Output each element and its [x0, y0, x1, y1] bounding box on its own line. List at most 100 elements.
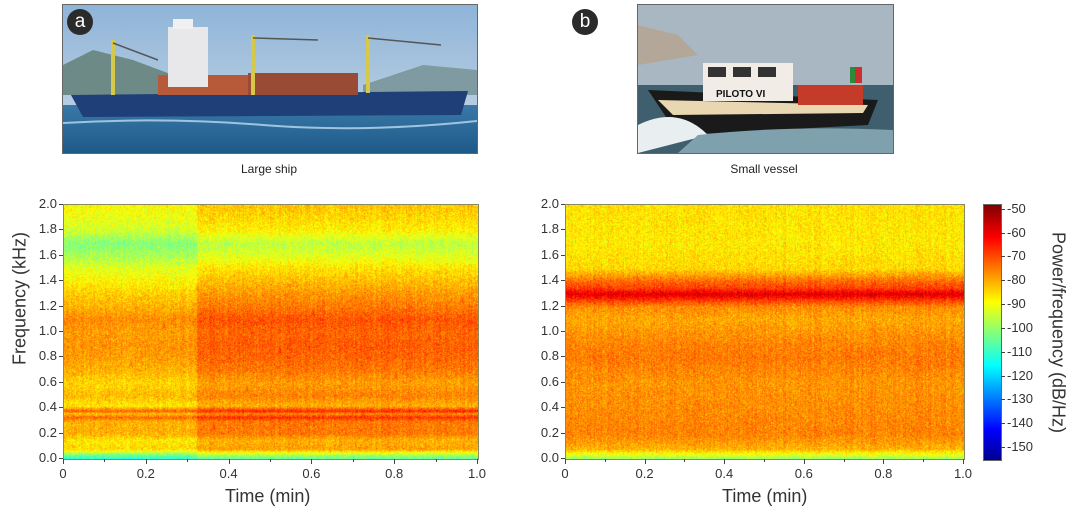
x-tick-mark [104, 459, 106, 462]
colorbar-tick-label: -60 [1007, 224, 1026, 240]
y-tick-mark [59, 356, 63, 358]
x-tick-label: 0.4 [219, 466, 238, 481]
y-tick-mark [561, 305, 565, 307]
x-tick-mark [187, 459, 189, 462]
panel-badge-b: b [572, 9, 598, 35]
y-tick-mark [561, 254, 565, 256]
x-tick-mark [63, 459, 64, 464]
x-tick-mark [477, 459, 478, 464]
y-tick-mark [59, 280, 63, 282]
x-tick-mark [228, 459, 230, 464]
x-tick-mark [644, 459, 646, 464]
x-tick-label: 0.6 [302, 466, 321, 481]
x-tick-label: 1.0 [953, 466, 973, 481]
x-tick-mark [923, 459, 925, 462]
y-tick-mark [59, 381, 63, 383]
x-tick-mark [604, 459, 606, 462]
y-tick-label: 0.2 [540, 424, 559, 440]
small-vessel-photo: PILOTO VI [637, 4, 894, 154]
colorbar-tick-label: -100 [1007, 319, 1034, 335]
colorbar-tick-mark [1001, 399, 1005, 401]
spectrogram-small-vessel [565, 204, 965, 460]
y-tick-label: 1.2 [38, 297, 57, 313]
x-tick-mark [565, 459, 566, 464]
colorbar-tick-mark [1001, 375, 1005, 377]
x-tick-mark [963, 459, 964, 464]
x-tick-label: 0.2 [136, 466, 155, 481]
y-tick-mark [561, 229, 565, 231]
x-tick-mark [803, 459, 805, 464]
y-tick-mark [59, 229, 63, 231]
x-axis-label-b: Time (min) [722, 486, 808, 506]
y-tick-mark [59, 432, 63, 434]
y-tick-mark [59, 254, 63, 256]
colorbar-tick-label: -50 [1007, 200, 1026, 216]
x-tick-mark [311, 459, 313, 464]
colorbar-tick-mark [1001, 232, 1005, 234]
x-tick-label: 0.4 [715, 466, 734, 481]
colorbar-tick-label: -150 [1007, 439, 1034, 455]
large-ship-photo [62, 4, 478, 154]
y-tick-label: 1.4 [540, 272, 559, 288]
y-tick-label: 1.6 [38, 246, 57, 262]
x-tick-mark [684, 459, 686, 462]
colorbar-tick-label: -70 [1007, 248, 1026, 264]
colorbar-tick-label: -120 [1007, 367, 1034, 383]
colorbar [983, 204, 1002, 461]
colorbar-tick-label: -130 [1007, 391, 1034, 407]
x-tick-mark [883, 459, 885, 464]
y-tick-label: 1.8 [540, 221, 559, 237]
x-tick-mark [843, 459, 845, 462]
y-tick-mark [561, 458, 565, 459]
y-tick-mark [59, 458, 63, 459]
y-tick-mark [59, 305, 63, 307]
x-tick-mark [394, 459, 396, 464]
colorbar-tick-label: -90 [1007, 296, 1026, 312]
caption-small-vessel: Small vessel [730, 162, 798, 176]
colorbar-label: Power/frequency (dB/Hz) [1048, 231, 1069, 434]
y-tick-label: 1.2 [540, 297, 559, 313]
x-tick-label: 0.2 [635, 466, 654, 481]
colorbar-tick-mark [1001, 304, 1005, 306]
x-tick-mark [764, 459, 765, 462]
x-tick-label: 0.6 [794, 466, 813, 481]
y-axis-label-a: Frequency (kHz) [9, 231, 30, 366]
y-tick-label: 0.8 [540, 348, 559, 364]
x-tick-label: 0.8 [874, 466, 893, 481]
y-tick-label: 1.6 [540, 246, 559, 262]
y-tick-label: 0.8 [38, 348, 57, 364]
y-tick-label: 2.0 [38, 196, 57, 211]
panel-badge-a: a [67, 9, 93, 35]
x-tick-mark [145, 459, 147, 464]
y-tick-mark [561, 280, 565, 282]
y-tick-label: 0.6 [38, 373, 57, 389]
caption-large-ship: Large ship [240, 162, 298, 176]
colorbar-tick-label: -110 [1007, 343, 1033, 359]
colorbar-tick-mark [1001, 423, 1005, 425]
colorbar-tick-mark [1001, 256, 1005, 258]
y-tick-label: 1.0 [38, 323, 57, 338]
y-tick-label: 1.0 [540, 323, 559, 338]
y-tick-mark [561, 356, 565, 358]
x-tick-mark [270, 459, 271, 462]
spectrogram-large-ship [63, 204, 479, 460]
y-tick-mark [561, 432, 565, 434]
x-tick-label: 0 [59, 466, 67, 481]
y-tick-mark [59, 204, 63, 205]
y-tick-mark [561, 381, 565, 383]
x-tick-label: 0.8 [385, 466, 404, 481]
x-tick-mark [435, 459, 437, 462]
colorbar-tick-mark [1001, 351, 1005, 353]
colorbar-tick-label: -80 [1007, 272, 1026, 288]
y-tick-mark [561, 407, 565, 409]
boat-name-text: PILOTO VI [716, 89, 765, 100]
y-tick-label: 0.0 [540, 450, 559, 465]
x-tick-label: 1.0 [467, 466, 487, 481]
y-tick-label: 1.4 [38, 272, 57, 288]
x-tick-label: 0 [561, 466, 569, 481]
colorbar-tick-label: -140 [1007, 415, 1034, 431]
y-tick-mark [59, 331, 63, 332]
x-tick-mark [724, 459, 726, 464]
y-tick-mark [561, 331, 565, 332]
